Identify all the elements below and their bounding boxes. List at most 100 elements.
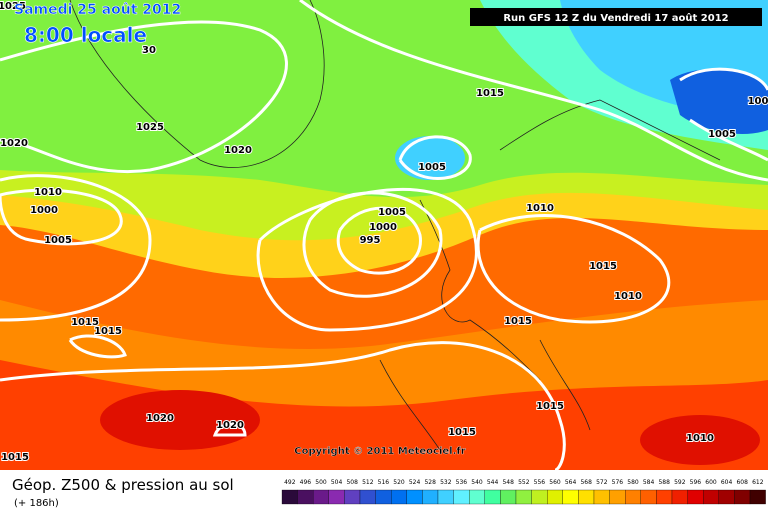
colorbar-swatch <box>515 489 532 505</box>
colorbar-swatch <box>718 489 735 505</box>
isobar-label: 1015 <box>589 261 617 272</box>
colorbar-swatch <box>297 489 314 505</box>
colorbar-swatch <box>531 489 548 505</box>
run-text: Run GFS 12 Z du Vendredi 17 août 2012 <box>503 12 728 24</box>
colorbar-label: 596 <box>690 479 702 486</box>
isobar-label: 1000 <box>369 222 397 233</box>
map-fields <box>0 0 768 470</box>
date-text: Samedi 25 août 2012 <box>14 2 181 18</box>
isobar-label: 1015 <box>94 326 122 337</box>
isobar-label: 1010 <box>34 187 62 198</box>
isobar-label: 1020 <box>146 413 174 424</box>
coastlines <box>69 0 721 451</box>
colorbar-label: 504 <box>331 479 343 486</box>
time-text: 8:00 locale <box>24 23 147 47</box>
colorbar-swatch <box>703 489 719 505</box>
colorbar-swatch <box>500 489 517 505</box>
colorbar-swatch <box>406 489 423 505</box>
colorbar-label: 556 <box>534 479 546 486</box>
colorbar-swatch <box>437 489 454 505</box>
colorbar-label: 580 <box>627 479 639 486</box>
colorbar-label: 544 <box>487 479 499 486</box>
colorbar-label: 520 <box>393 479 405 486</box>
isobar-labels: 1025 30 1015 1025 1020 1020 1005 1010 1000 1005 10… <box>0 0 768 464</box>
colorbar-label: 528 <box>424 479 436 486</box>
colorbar-label: 576 <box>612 479 624 486</box>
colorbar-swatch <box>656 489 673 505</box>
copyright: Copyright © 2011 Meteociel.fr <box>294 446 465 457</box>
isobar-label: 1015 <box>536 401 564 412</box>
isobar-label: 100 <box>748 96 768 107</box>
colorbar-label: 500 <box>315 479 327 486</box>
colorbar-label: 496 <box>300 479 312 486</box>
isobar-label: 1015 <box>1 452 29 463</box>
colorbar-swatch <box>640 489 657 505</box>
colorbar-label: 564 <box>565 479 577 486</box>
isobar-label: 995 <box>360 235 381 246</box>
colorbar-swatch <box>359 489 376 505</box>
colorbar-label: 584 <box>643 479 655 486</box>
colorbar-swatch <box>734 489 751 505</box>
colorbar-swatch <box>469 489 485 505</box>
colorbar-label: 524 <box>409 479 421 486</box>
isobar-label: 1005 <box>708 129 736 140</box>
colorbar-swatch <box>578 489 595 505</box>
isobar-label: 1020 <box>224 145 252 156</box>
colorbar-swatch <box>422 489 439 505</box>
colorbar-swatch <box>375 489 392 505</box>
isobar-label: 30 <box>142 45 156 56</box>
colorbar-label: 540 <box>471 479 483 486</box>
isobar-label: 1005 <box>44 235 72 246</box>
isobar-label: 1010 <box>686 433 714 444</box>
colorbar-swatch <box>562 489 579 505</box>
colorbar-swatch <box>687 489 704 505</box>
isobar-label: 1015 <box>71 317 99 328</box>
colorbar-label: 532 <box>440 479 452 486</box>
colorbar-swatch <box>671 489 688 505</box>
isobar-label: 1005 <box>378 207 406 218</box>
colorbar-label: 512 <box>362 479 374 486</box>
colorbar-label: 604 <box>721 479 733 486</box>
colorbar-swatch <box>391 489 407 505</box>
footer-title: Géop. Z500 & pression au sol <box>12 476 234 494</box>
isobar-label: 1020 <box>216 420 244 431</box>
colorbar-swatch <box>593 489 610 505</box>
footer-lead: (+ 186h) <box>14 498 59 509</box>
colorbar-label: 516 <box>378 479 390 486</box>
colorbar-label: 568 <box>580 479 592 486</box>
colorbar: 492 496 500 504 508 512 516 520 524 528 532 536 540 5… <box>281 479 766 505</box>
colorbar-swatch <box>609 489 626 505</box>
isobar-label: 1015 <box>448 427 476 438</box>
colorbar-label: 552 <box>518 479 530 486</box>
colorbar-label: 560 <box>549 479 561 486</box>
colorbar-label: 608 <box>736 479 748 486</box>
colorbar-swatch <box>344 489 361 505</box>
colorbar-label: 548 <box>502 479 514 486</box>
colorbar-label: 508 <box>346 479 358 486</box>
colorbar-label: 600 <box>705 479 717 486</box>
isobars <box>0 0 768 437</box>
isobar-label: 1010 <box>526 203 554 214</box>
colorbar-swatch <box>281 489 298 505</box>
isobar-label: 1015 <box>476 88 504 99</box>
colorbar-label: 572 <box>596 479 608 486</box>
isobar-label: 1025 <box>0 1 26 12</box>
colorbar-swatch <box>749 489 766 505</box>
isobar-label: 1015 <box>504 316 532 327</box>
colorbar-swatch <box>328 489 345 505</box>
colorbar-label: 592 <box>674 479 686 486</box>
isobar-label: 1005 <box>418 162 446 173</box>
isobar-label: 1000 <box>30 205 58 216</box>
colorbar-swatch <box>453 489 470 505</box>
colorbar-label: 612 <box>752 479 764 486</box>
colorbar-swatch <box>547 489 563 505</box>
colorbar-swatch <box>313 489 329 505</box>
colorbar-swatch <box>625 489 641 505</box>
colorbar-label: 536 <box>456 479 468 486</box>
colorbar-swatch <box>484 489 501 505</box>
colorbar-label: 492 <box>284 479 296 486</box>
isobar-label: 1020 <box>0 138 28 149</box>
isobar-label: 1025 <box>136 122 164 133</box>
